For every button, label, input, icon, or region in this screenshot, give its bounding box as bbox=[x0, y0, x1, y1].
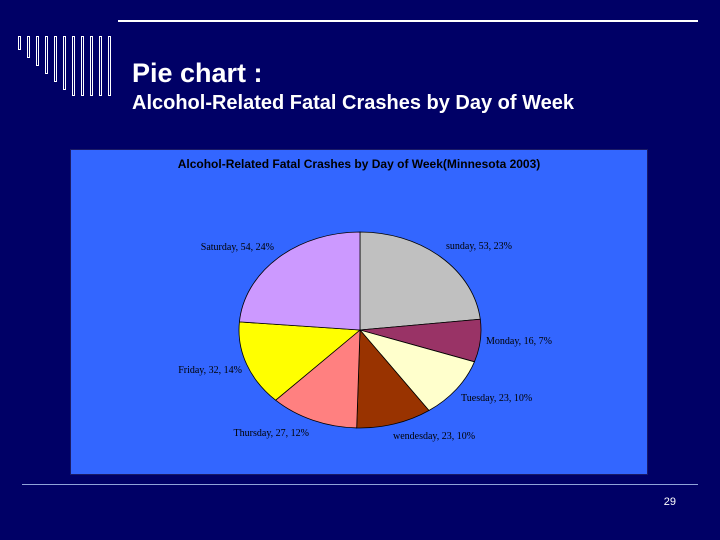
pie-slice-friday bbox=[238, 321, 362, 401]
decorative-bar bbox=[72, 36, 75, 96]
pie-chart-svg: sunday, 53, 23% Monday, 16, 7% Tuesday, 23… bbox=[178, 231, 552, 442]
decorative-bar bbox=[90, 36, 93, 96]
top-divider bbox=[118, 20, 698, 22]
pie-slice-thursday bbox=[274, 329, 361, 429]
decorative-bar bbox=[54, 36, 57, 82]
decorative-bar bbox=[27, 36, 30, 58]
decorative-bar bbox=[99, 36, 102, 96]
decorative-bar bbox=[18, 36, 21, 50]
slice-label-thursday: Thursday, 27, 12% bbox=[234, 428, 309, 439]
bottom-divider bbox=[22, 484, 698, 485]
slice-label-sunday: sunday, 53, 23% bbox=[446, 241, 512, 252]
pie-slice-saturday bbox=[238, 231, 361, 331]
chart-title: Alcohol-Related Fatal Crashes by Day of … bbox=[177, 157, 541, 171]
slide-title: Pie chart : Alcohol-Related Fatal Crashe… bbox=[132, 56, 574, 116]
decorative-bar bbox=[81, 36, 84, 96]
slice-label-monday: Monday, 16, 7% bbox=[486, 336, 552, 347]
slice-label-saturday: Saturday, 54, 24% bbox=[201, 242, 274, 253]
slice-label-friday: Friday, 32, 14% bbox=[178, 365, 242, 376]
pie-chart: Alcohol-Related Fatal Crashes by Day of … bbox=[70, 149, 648, 475]
slice-label-wendesday: wendesday, 23, 10% bbox=[393, 431, 475, 442]
decorative-bar bbox=[108, 36, 111, 96]
decorative-bar bbox=[36, 36, 39, 66]
slide-title-line1: Pie chart : bbox=[132, 58, 263, 88]
decorative-bar bbox=[63, 36, 66, 90]
slice-label-tuesday: Tuesday, 23, 10% bbox=[461, 393, 532, 404]
slide-title-line2: Alcohol-Related Fatal Crashes by Day of … bbox=[132, 92, 574, 114]
pie-slice-tuesday bbox=[358, 329, 475, 412]
pie-slice-sunday bbox=[359, 231, 481, 331]
pie-slice-wendesday bbox=[356, 328, 430, 429]
decorative-bar bbox=[45, 36, 48, 74]
page-number: 29 bbox=[663, 496, 676, 508]
